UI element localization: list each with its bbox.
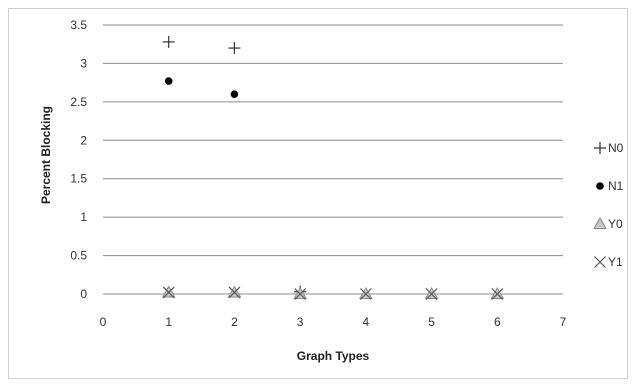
data-point-y1 bbox=[162, 286, 175, 299]
grid-lines bbox=[103, 24, 563, 295]
data-point-y1 bbox=[228, 286, 241, 299]
data-point-y1 bbox=[425, 288, 438, 300]
data-point-y1 bbox=[294, 288, 307, 300]
legend-marker-n0 bbox=[594, 142, 606, 154]
x-tick-label: 4 bbox=[363, 315, 370, 329]
legend: N0 N1 Y0 Y1 bbox=[593, 141, 624, 269]
data-point-n0 bbox=[228, 42, 241, 55]
chart-frame bbox=[8, 8, 628, 379]
y-tick-label: 1.5 bbox=[70, 172, 87, 186]
x-tick-label: 2 bbox=[231, 315, 238, 329]
data-point-n1 bbox=[230, 90, 239, 98]
legend-label-y0: Y0 bbox=[608, 217, 623, 231]
x-axis-tick-labels: 0 1 2 3 4 5 6 7 bbox=[100, 315, 567, 329]
legend-label-n0: N0 bbox=[608, 141, 624, 155]
data-point-y1 bbox=[491, 288, 504, 300]
x-tick-label: 6 bbox=[494, 315, 501, 329]
data-point-y1 bbox=[359, 288, 372, 300]
y-tick-label: 1 bbox=[80, 210, 87, 224]
x-tick-label: 1 bbox=[165, 315, 172, 329]
y-tick-label: 2 bbox=[80, 133, 87, 147]
y-tick-label: 0.5 bbox=[70, 249, 87, 263]
x-tick-label: 7 bbox=[560, 315, 567, 329]
legend-label-y1: Y1 bbox=[608, 255, 623, 269]
x-tick-label: 5 bbox=[428, 315, 435, 329]
y-axis-tick-labels: 0 0.5 1 1.5 2 2.5 3 3.5 bbox=[70, 18, 87, 301]
x-tick-label: 3 bbox=[297, 315, 304, 329]
data-points bbox=[161, 35, 505, 300]
legend-marker-n1 bbox=[596, 182, 604, 190]
y-tick-label: 2.5 bbox=[70, 95, 87, 109]
x-axis-title: Graph Types bbox=[297, 349, 370, 363]
y-axis-title: Percent Blocking bbox=[39, 106, 53, 204]
x-tick-label: 0 bbox=[100, 315, 107, 329]
legend-marker-y1 bbox=[594, 256, 606, 268]
legend-marker-y0 bbox=[593, 216, 607, 229]
data-point-n1 bbox=[164, 77, 173, 85]
y-tick-label: 0 bbox=[80, 287, 87, 301]
data-point-n0 bbox=[162, 35, 175, 48]
y-tick-label: 3.5 bbox=[70, 18, 87, 32]
legend-label-n1: N1 bbox=[608, 179, 624, 193]
y-tick-label: 3 bbox=[80, 56, 87, 70]
